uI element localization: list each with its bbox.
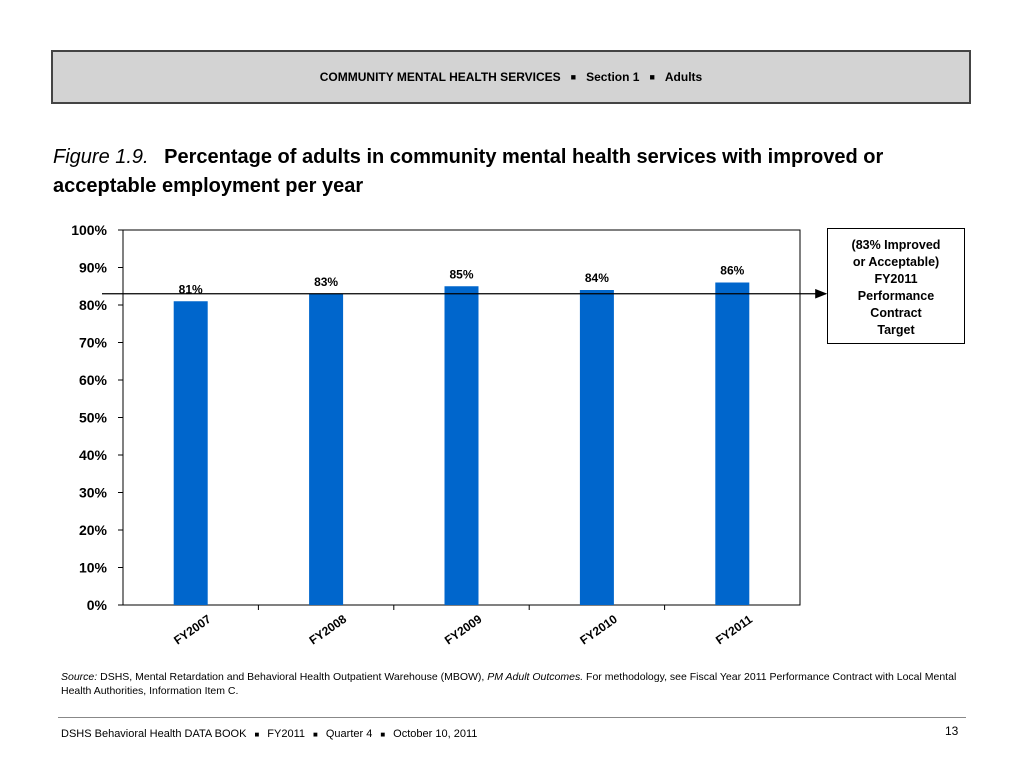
x-category-label: FY2010 (577, 612, 620, 648)
bar-fy2011 (715, 282, 750, 605)
source-italic-title: PM Adult Outcomes. (487, 671, 584, 683)
source-label: Source: (61, 671, 98, 683)
footer-quarter: Quarter 4 (325, 728, 373, 740)
section-header-banner: COMMUNITY MENTAL HEALTH SERVICES ■ Secti… (51, 50, 971, 104)
y-tick-label: 10% (79, 560, 108, 576)
bar-value-label: 84% (585, 271, 609, 285)
header-separator-1: ■ (570, 72, 577, 82)
y-tick-label: 80% (79, 297, 108, 313)
y-tick-label: 50% (79, 410, 108, 426)
y-tick-label: 40% (79, 447, 108, 463)
footer-separator-1: ■ (254, 729, 260, 739)
footer-date: October 10, 2011 (393, 728, 478, 740)
bar-value-label: 81% (179, 282, 203, 296)
target-line-6: Target (877, 323, 915, 337)
page-number: 13 (945, 724, 959, 738)
x-category-label: FY2011 (713, 612, 755, 647)
footer-divider (58, 717, 966, 718)
target-annotation-box: (83% Improved or Acceptable) FY2011 Perf… (827, 228, 965, 344)
footer-book-title: DSHS Behavioral Health DATA BOOK (61, 728, 247, 740)
target-line-4: Performance (857, 289, 935, 303)
target-line-5: Contract (870, 306, 922, 320)
y-tick-label: 90% (79, 260, 108, 276)
footer-separator-2: ■ (313, 729, 318, 739)
section-number: Section 1 (586, 70, 640, 84)
header-separator-2: ■ (649, 72, 655, 82)
target-line-2: or Acceptable) (852, 255, 940, 269)
source-note: Source: DSHS, Mental Retardation and Beh… (61, 670, 961, 698)
y-tick-label: 100% (71, 222, 107, 238)
y-tick-label: 30% (79, 485, 108, 501)
source-text-2: For methodology, see Fiscal Year 2011 Pe… (61, 671, 957, 697)
figure-label: Figure 1.9. (53, 146, 149, 168)
bar-fy2007 (173, 301, 208, 605)
bar-fy2008 (309, 293, 344, 605)
figure-title: Figure 1.9. Percentage of adults in comm… (53, 143, 913, 201)
bar-chart: 0% 10% 20% 30% 40% 50% 60% 70% 80% 90% 100% 81% FY20… (71, 222, 828, 648)
bar-value-label: 86% (720, 264, 744, 278)
bar-value-label: 83% (314, 275, 338, 289)
footer: DSHS Behavioral Health DATA BOOK ■ FY201… (61, 728, 477, 740)
target-line-3: FY2011 (874, 272, 918, 286)
bar-fy2010 (579, 290, 614, 605)
y-tick-label: 0% (87, 597, 108, 613)
section-title: COMMUNITY MENTAL HEALTH SERVICES (319, 70, 561, 84)
footer-separator-3: ■ (380, 729, 386, 739)
y-tick-label: 70% (79, 335, 108, 351)
target-line-1: (83% Improved (851, 238, 941, 252)
x-category-label: FY2008 (307, 612, 350, 648)
footer-fiscal-year: FY2011 (267, 728, 306, 740)
x-category-label: FY2009 (442, 612, 485, 648)
source-text-1: DSHS, Mental Retardation and Behavioral … (97, 671, 488, 683)
figure-title-text: Percentage of adults in community mental… (53, 146, 884, 197)
y-tick-label: 60% (79, 372, 108, 388)
subsection-label: Adults (664, 70, 703, 84)
x-category-label: FY2007 (171, 612, 214, 648)
bar-fy2009 (444, 286, 479, 605)
y-tick-label: 20% (79, 522, 108, 538)
chart-area: 0% 10% 20% 30% 40% 50% 60% 70% 80% 90% 100% 81% FY20… (0, 210, 1024, 660)
bar-value-label: 85% (449, 267, 473, 281)
